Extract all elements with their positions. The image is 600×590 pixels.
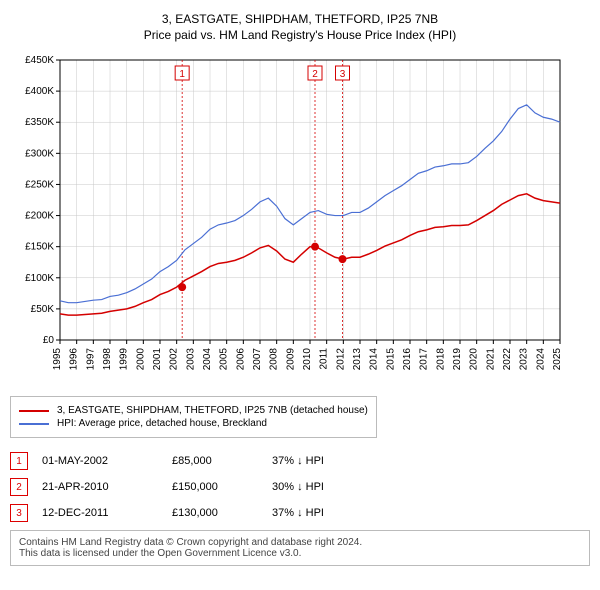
- event-row: 2 21-APR-2010£150,00030% ↓ HPI: [10, 478, 590, 496]
- legend-label: HPI: Average price, detached house, Brec…: [57, 418, 267, 429]
- svg-text:2023: 2023: [519, 348, 530, 371]
- svg-text:£100K: £100K: [25, 273, 54, 284]
- svg-text:2: 2: [312, 69, 318, 80]
- svg-text:1: 1: [179, 69, 185, 80]
- svg-text:2008: 2008: [269, 348, 280, 371]
- line-chart: £0 £50K £100K £150K £200K £250K £300K £350K £400…: [10, 50, 570, 390]
- svg-text:1998: 1998: [102, 348, 113, 371]
- footer-line-1: Contains HM Land Registry data © Crown c…: [19, 537, 581, 548]
- svg-text:2024: 2024: [535, 348, 546, 371]
- event-row: 3 12-DEC-2011£130,00037% ↓ HPI: [10, 504, 590, 522]
- svg-text:2004: 2004: [202, 348, 213, 371]
- svg-text:2000: 2000: [135, 348, 146, 371]
- svg-text:£50K: £50K: [31, 304, 55, 315]
- legend: 3, EASTGATE, SHIPDHAM, THETFORD, IP25 7N…: [10, 396, 377, 438]
- svg-text:2015: 2015: [385, 348, 396, 371]
- svg-text:2005: 2005: [219, 348, 230, 371]
- chart-title-2: Price paid vs. HM Land Registry's House …: [10, 28, 590, 42]
- footer-attribution: Contains HM Land Registry data © Crown c…: [10, 530, 590, 566]
- svg-text:2013: 2013: [352, 348, 363, 371]
- event-marker: 1: [10, 452, 28, 470]
- event-date: 01-MAY-2002: [42, 455, 172, 467]
- event-diff: 30% ↓ HPI: [272, 481, 392, 493]
- svg-text:£0: £0: [43, 335, 55, 346]
- event-price: £85,000: [172, 455, 272, 467]
- event-date: 12-DEC-2011: [42, 507, 172, 519]
- svg-text:2003: 2003: [185, 348, 196, 371]
- event-diff: 37% ↓ HPI: [272, 507, 392, 519]
- svg-text:2022: 2022: [502, 348, 513, 371]
- svg-text:£350K: £350K: [25, 117, 54, 128]
- event-price: £130,000: [172, 507, 272, 519]
- svg-text:2025: 2025: [552, 348, 563, 371]
- events-table: 101-MAY-2002£85,00037% ↓ HPI221-APR-2010…: [10, 452, 590, 522]
- svg-text:1999: 1999: [119, 348, 130, 371]
- legend-swatch: [19, 410, 49, 412]
- event-row: 1 01-MAY-2002£85,00037% ↓ HPI: [10, 452, 590, 470]
- chart-container: £0 £50K £100K £150K £200K £250K £300K £350K £400…: [10, 50, 590, 390]
- svg-text:2011: 2011: [319, 348, 330, 370]
- svg-text:1996: 1996: [69, 348, 80, 371]
- svg-text:2016: 2016: [402, 348, 413, 371]
- svg-text:2019: 2019: [452, 348, 463, 371]
- svg-text:3: 3: [340, 69, 346, 80]
- event-price: £150,000: [172, 481, 272, 493]
- svg-text:£400K: £400K: [25, 86, 54, 97]
- svg-text:2001: 2001: [152, 348, 163, 371]
- svg-text:2020: 2020: [469, 348, 480, 371]
- footer-line-2: This data is licensed under the Open Gov…: [19, 548, 581, 559]
- svg-text:£250K: £250K: [25, 179, 54, 190]
- event-marker: 2: [10, 478, 28, 496]
- svg-text:2009: 2009: [285, 348, 296, 371]
- svg-text:£300K: £300K: [25, 148, 54, 159]
- svg-text:2018: 2018: [435, 348, 446, 371]
- svg-text:2014: 2014: [369, 348, 380, 371]
- event-date: 21-APR-2010: [42, 481, 172, 493]
- svg-text:2006: 2006: [235, 348, 246, 371]
- svg-text:1997: 1997: [85, 348, 96, 371]
- svg-text:2002: 2002: [169, 348, 180, 371]
- legend-item: 3, EASTGATE, SHIPDHAM, THETFORD, IP25 7N…: [19, 405, 368, 416]
- svg-text:2021: 2021: [485, 348, 496, 371]
- event-marker: 3: [10, 504, 28, 522]
- chart-title-1: 3, EASTGATE, SHIPDHAM, THETFORD, IP25 7N…: [10, 12, 590, 26]
- legend-label: 3, EASTGATE, SHIPDHAM, THETFORD, IP25 7N…: [57, 405, 368, 416]
- svg-text:2010: 2010: [302, 348, 313, 371]
- legend-swatch: [19, 423, 49, 425]
- svg-text:2012: 2012: [335, 348, 346, 371]
- svg-text:£450K: £450K: [25, 55, 54, 66]
- svg-text:£200K: £200K: [25, 211, 54, 222]
- svg-text:£150K: £150K: [25, 242, 54, 253]
- svg-text:2017: 2017: [419, 348, 430, 371]
- svg-text:2007: 2007: [252, 348, 263, 371]
- svg-text:1995: 1995: [52, 348, 63, 371]
- legend-item: HPI: Average price, detached house, Brec…: [19, 418, 368, 429]
- event-diff: 37% ↓ HPI: [272, 455, 392, 467]
